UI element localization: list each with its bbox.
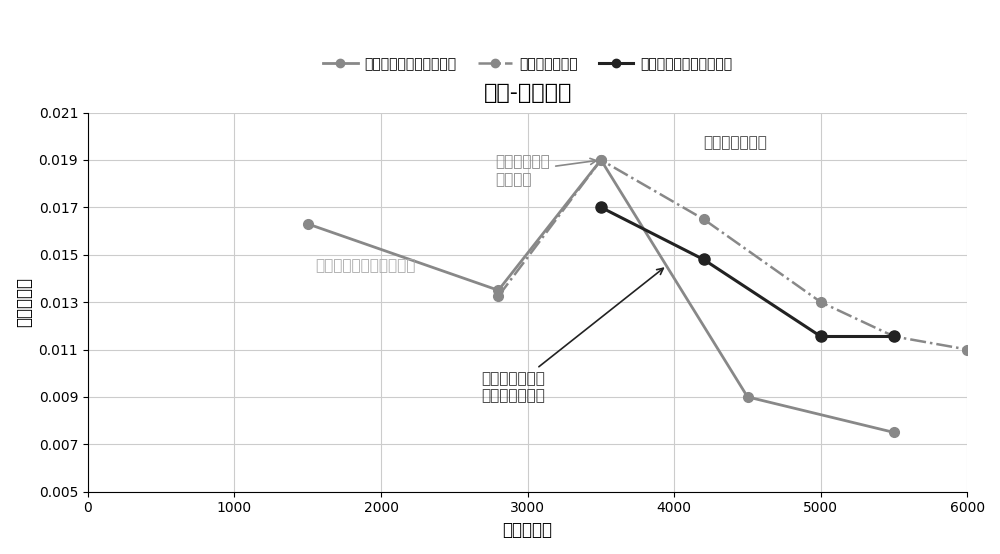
Title: 转速-气蚀曲线: 转速-气蚀曲线 xyxy=(483,83,572,102)
Text: 耐久导致排量
需求增加: 耐久导致排量 需求增加 xyxy=(495,155,596,187)
X-axis label: 发动机转速: 发动机转速 xyxy=(503,521,553,539)
Text: 通过占空比限制
机油泵最大排量: 通过占空比限制 机油泵最大排量 xyxy=(481,268,663,404)
Text: 机油泵气蚀限值: 机油泵气蚀限值 xyxy=(704,135,767,150)
Text: 机油泵不同转速需求排量: 机油泵不同转速需求排量 xyxy=(315,258,415,273)
Legend: 机油泵不同转速需求排量, 机油泵气蚀限值, 机油泵不同转速排量限值: 机油泵不同转速需求排量, 机油泵气蚀限值, 机油泵不同转速排量限值 xyxy=(317,51,738,76)
Y-axis label: 机油泵排量: 机油泵排量 xyxy=(15,277,33,327)
